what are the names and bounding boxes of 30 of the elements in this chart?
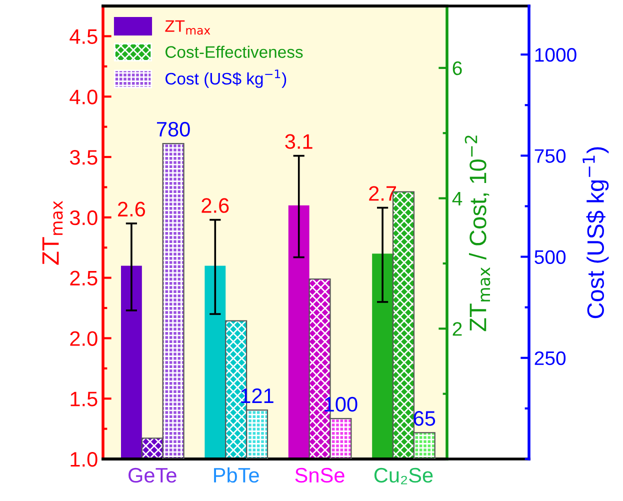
data-label: 2.7 bbox=[369, 186, 396, 201]
data-label: 2.6 bbox=[202, 198, 229, 213]
y3-tick-label: 750 bbox=[534, 149, 566, 163]
x-tick-label: PbTe bbox=[214, 467, 259, 483]
y-tick-label: 1.0 bbox=[70, 452, 98, 467]
legend-label: Cost-Effectiveness bbox=[166, 46, 303, 58]
x-tick-label: SnSe bbox=[295, 468, 344, 483]
data-label: 780 bbox=[156, 122, 190, 137]
data-label: 2.6 bbox=[118, 202, 146, 217]
y-tick-label: 4.5 bbox=[70, 29, 98, 44]
legend-label: ZT$_{max}$ bbox=[165, 20, 210, 35]
y3-tick-label: 250 bbox=[534, 351, 566, 366]
y-tick-label: 3.5 bbox=[70, 150, 98, 165]
y3-tick-label: 500 bbox=[534, 250, 566, 264]
y-tick-label: 1.5 bbox=[70, 392, 98, 406]
y2-tick-label: 6 bbox=[452, 61, 462, 76]
x-tick-label: Cu₂Se bbox=[374, 468, 433, 484]
y-tick-label: 4.0 bbox=[70, 90, 98, 104]
y2-axis-title: ZT$_{max}$ / Cost, 10$^{−2}$ bbox=[464, 136, 490, 332]
data-label: 3.1 bbox=[285, 134, 312, 149]
x-tick-label: GeTe bbox=[128, 468, 176, 483]
y-tick-label: 3.0 bbox=[70, 210, 98, 226]
y-tick-label: 2.0 bbox=[70, 331, 98, 346]
y2-tick-label: 2 bbox=[452, 322, 462, 336]
y-tick-label: 2.5 bbox=[70, 270, 98, 286]
legend-label: Cost (US$ kg$^{−1}$) bbox=[166, 70, 286, 88]
y3-tick-label: 1000 bbox=[535, 48, 576, 62]
y-axis-title: ZT$_{max}$ bbox=[42, 200, 63, 265]
y3-axis-title: Cost (US$ kg$^{−1}$) bbox=[582, 147, 609, 318]
y2-tick-label: 4 bbox=[452, 192, 462, 206]
